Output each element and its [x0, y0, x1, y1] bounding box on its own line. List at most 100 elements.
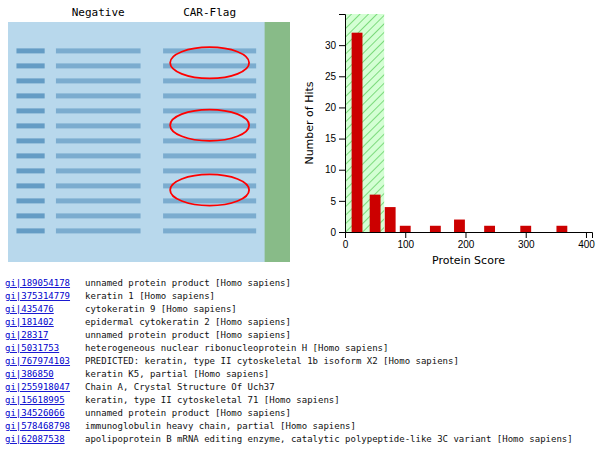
- protein-name: cytokeratin 9 [Homo sapiens]: [85, 304, 237, 314]
- y-tick-mark: [339, 107, 345, 108]
- gi-link[interactable]: gi|189054178: [5, 278, 70, 288]
- highlight-ellipse: [170, 174, 249, 205]
- bar: [385, 207, 396, 232]
- gel-background: [8, 22, 290, 262]
- gel-band: [16, 198, 44, 203]
- bar: [430, 226, 441, 232]
- x-tick-mark: [405, 232, 406, 238]
- gi-link[interactable]: gi|578468798: [5, 421, 70, 431]
- protein-name: unnamed protein product [Homo sapiens]: [85, 278, 291, 288]
- bar-chart: 0100200300400051015202530Protein ScoreNu…: [303, 14, 595, 267]
- y-tick-mark: [339, 45, 345, 46]
- gel-band: [56, 198, 141, 203]
- gi-link[interactable]: gi|767974103: [5, 356, 70, 366]
- gi-link[interactable]: gi|5031753: [5, 343, 59, 353]
- gel-band: [16, 168, 44, 173]
- highlight-region: [345, 14, 384, 232]
- x-tick-mark: [586, 232, 587, 238]
- lane-label: Negative: [72, 6, 125, 19]
- y-tick-mark: [339, 170, 345, 171]
- y-tick-mark: [339, 76, 345, 77]
- bar: [400, 226, 411, 232]
- y-tick: 5: [330, 196, 345, 207]
- gel-band: [56, 228, 141, 233]
- gel-band: [163, 228, 256, 233]
- figure: NegativeCAR-Flag010020030040005101520253…: [0, 0, 603, 458]
- highlight-ellipse: [170, 47, 249, 78]
- gel-band: [16, 93, 44, 98]
- x-tick: 100: [397, 232, 414, 250]
- gi-link[interactable]: gi|15618995: [5, 395, 65, 405]
- gi-link[interactable]: gi|255918047: [5, 382, 70, 392]
- x-tick-label: 0: [343, 239, 349, 250]
- protein-name: heterogeneous nuclear ribonucleoprotein …: [85, 343, 388, 353]
- gel-band: [16, 48, 44, 53]
- protein-name: Chain A, Crystal Structure Of Uch37: [85, 382, 275, 392]
- gel-band: [163, 63, 256, 68]
- axis-line: [339, 15, 346, 233]
- gel-band: [163, 153, 256, 158]
- bar: [520, 226, 531, 232]
- gel-strip: [265, 22, 290, 262]
- gel-band: [56, 168, 141, 173]
- gel-band: [16, 78, 44, 83]
- protein-name: PREDICTED: keratin, type II cytoskeletal…: [85, 356, 459, 366]
- gi-link[interactable]: gi|386850: [5, 369, 54, 379]
- y-tick-label: 25: [325, 71, 337, 82]
- plot-area: [345, 14, 567, 232]
- x-tick-mark: [465, 232, 466, 238]
- gel-band: [16, 153, 44, 158]
- x-tick-label: 200: [458, 239, 475, 250]
- x-axis: 0 100 200 300 400: [343, 232, 596, 250]
- x-tick-mark: [526, 232, 527, 238]
- x-tick-label: 300: [518, 239, 535, 250]
- y-tick-mark: [339, 201, 345, 202]
- y-tick-label: 5: [330, 196, 336, 207]
- y-tick: 30: [325, 40, 345, 51]
- lane-label: CAR-Flag: [183, 6, 236, 19]
- bar: [484, 226, 495, 232]
- y-tick-mark: [339, 232, 345, 233]
- gel-band: [56, 93, 141, 98]
- gel-band: [56, 123, 141, 128]
- protein-name: apolipoprotein B mRNA editing enzyme, ca…: [85, 434, 573, 444]
- gel-band: [163, 48, 256, 53]
- gi-link[interactable]: gi|62087538: [5, 434, 65, 444]
- protein-name: epidermal cytokeratin 2 [Homo sapiens]: [85, 317, 291, 327]
- gel-band: [163, 123, 256, 128]
- gel-band: [16, 213, 44, 218]
- gel-band: [163, 213, 256, 218]
- gi-link[interactable]: gi|34526066: [5, 408, 65, 418]
- protein-name: keratin, type II cytoskeletal 71 [Homo s…: [85, 395, 340, 405]
- gel-band: [16, 183, 44, 188]
- x-tick-label: 400: [578, 239, 595, 250]
- y-tick-label: 0: [330, 227, 336, 238]
- y-tick-label: 20: [325, 102, 337, 113]
- bar: [352, 33, 363, 232]
- gel-band: [16, 123, 44, 128]
- gel-band: [56, 78, 141, 83]
- gel-panel: Negative CAR-Flag: [8, 6, 290, 262]
- gel-band: [56, 108, 141, 113]
- gi-link[interactable]: gi|28317: [5, 330, 48, 340]
- gel-band: [56, 138, 141, 143]
- bar: [454, 220, 465, 232]
- gi-link[interactable]: gi|435476: [5, 304, 54, 314]
- gel-band: [16, 63, 44, 68]
- y-axis-title: Number of Hits: [303, 81, 316, 164]
- protein-name: keratin K5, partial [Homo sapiens]: [85, 369, 269, 379]
- x-tick-label: 100: [397, 239, 414, 250]
- bar: [556, 226, 567, 232]
- x-axis-title: Protein Score: [432, 254, 505, 267]
- y-tick: 10: [325, 164, 345, 175]
- gel-band: [163, 93, 256, 98]
- protein-list: gi|189054178 unnamed protein product [Hom…: [5, 278, 573, 444]
- gel-band: [163, 168, 256, 173]
- protein-name: keratin 1 [Homo sapiens]: [85, 291, 215, 301]
- gi-link[interactable]: gi|375314779: [5, 291, 70, 301]
- gel-band: [16, 108, 44, 113]
- gel-band: [56, 153, 141, 158]
- gel-band: [16, 138, 44, 143]
- gi-link[interactable]: gi|181402: [5, 317, 54, 327]
- y-tick: 0: [330, 227, 345, 238]
